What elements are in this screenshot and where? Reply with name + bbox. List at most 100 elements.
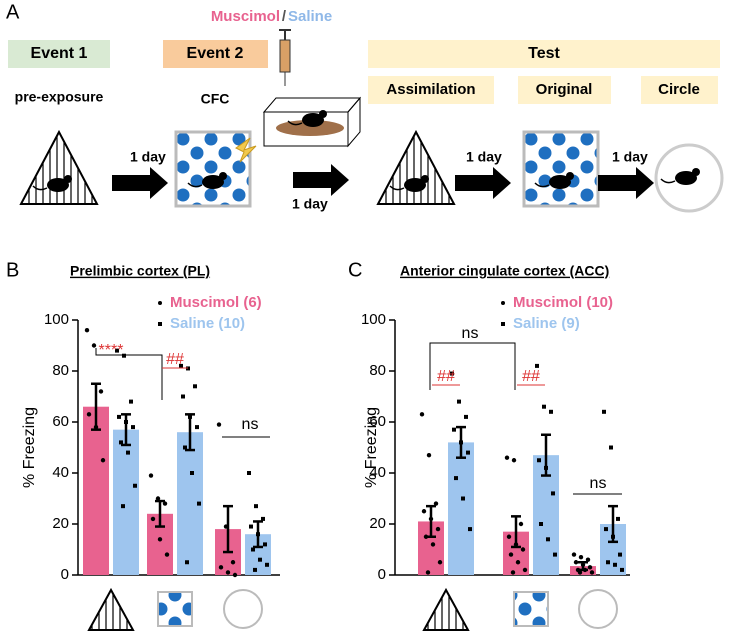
data-point xyxy=(571,552,577,557)
data-point xyxy=(515,560,521,565)
data-point xyxy=(459,440,463,445)
event1-box xyxy=(8,40,110,68)
data-point xyxy=(542,404,546,409)
data-point xyxy=(122,353,126,358)
data-point xyxy=(520,547,526,552)
original: Original xyxy=(536,81,593,98)
circle: Circle xyxy=(658,81,700,98)
data-point xyxy=(423,534,429,539)
y-tick-label: 20 xyxy=(52,515,69,532)
data-point xyxy=(216,422,222,427)
interval: 1 day xyxy=(130,149,166,165)
y-tick-label: 40 xyxy=(369,464,386,481)
data-point xyxy=(611,534,615,539)
data-point xyxy=(426,452,432,458)
data-point xyxy=(508,552,514,557)
panel-label: B xyxy=(6,259,19,281)
data-point xyxy=(585,557,591,562)
data-point xyxy=(518,521,524,527)
data-point xyxy=(539,522,543,526)
data-point xyxy=(197,501,201,506)
data-point xyxy=(421,509,427,514)
legend-marker xyxy=(158,301,162,305)
data-point xyxy=(190,471,194,475)
data-point xyxy=(84,328,90,333)
data-point xyxy=(93,424,99,430)
data-point xyxy=(119,440,123,445)
bracket xyxy=(95,348,163,400)
data-point xyxy=(256,532,260,537)
annotation: ## xyxy=(166,351,184,368)
drug-a: Muscimol xyxy=(211,8,280,25)
data-point xyxy=(183,445,187,450)
legend-marker xyxy=(501,322,505,326)
bar xyxy=(448,442,474,575)
data-point xyxy=(225,570,231,575)
legend-marker xyxy=(501,301,505,305)
data-point xyxy=(546,537,550,542)
icon-circle xyxy=(578,589,618,629)
data-point xyxy=(230,560,236,565)
data-point xyxy=(232,572,238,578)
orig-box xyxy=(518,76,611,104)
data-point xyxy=(606,560,610,565)
data-point xyxy=(100,458,106,463)
data-point xyxy=(419,412,425,417)
panel-label: C xyxy=(348,259,362,281)
annotation: **** xyxy=(99,342,124,359)
data-point xyxy=(164,552,170,557)
data-point xyxy=(185,560,189,565)
data-point xyxy=(620,567,624,572)
data-point xyxy=(251,547,255,552)
y-tick-label: 40 xyxy=(52,464,69,481)
circle-box xyxy=(641,76,718,104)
data-point xyxy=(261,516,265,521)
data-point xyxy=(121,504,125,509)
data-point xyxy=(249,524,253,529)
drug-b: Saline xyxy=(288,8,332,25)
data-point xyxy=(150,516,156,522)
data-point xyxy=(535,363,539,368)
data-point xyxy=(450,371,454,376)
data-point xyxy=(464,414,468,419)
data-point xyxy=(461,496,465,501)
y-axis-label: % Freezing xyxy=(21,407,38,488)
legend-label: Saline (10) xyxy=(170,315,245,332)
data-point xyxy=(582,567,588,573)
data-point xyxy=(179,363,183,368)
data-point xyxy=(115,348,119,353)
data-point xyxy=(218,565,224,570)
data-point xyxy=(247,471,251,475)
charts: B Prelimbic cortex (PL) % Freezing 0 20 40 60 8… xyxy=(6,259,630,631)
y-tick-label: 100 xyxy=(44,311,69,328)
data-point xyxy=(537,458,541,463)
y-tick-label: 80 xyxy=(369,362,386,379)
data-point xyxy=(148,473,154,478)
data-point xyxy=(430,542,436,547)
pre-exposure: pre-exposure xyxy=(15,89,104,105)
data-point xyxy=(86,412,92,417)
data-point xyxy=(549,409,553,414)
data-point xyxy=(435,526,441,532)
y-tick-label: 60 xyxy=(52,413,69,430)
data-point xyxy=(452,427,456,432)
test-box xyxy=(368,40,720,68)
data-point xyxy=(155,496,161,501)
y-tick-label: 80 xyxy=(52,362,69,379)
data-point xyxy=(504,455,510,460)
data-point xyxy=(618,552,622,557)
data-point xyxy=(616,516,620,521)
data-point xyxy=(258,557,262,562)
data-point xyxy=(613,562,617,567)
panel-a: A Event 1 Event 2 Muscimol / Saline Test… xyxy=(6,1,724,213)
data-point xyxy=(133,483,137,488)
interval: 1 day xyxy=(466,149,502,165)
interval: 1 day xyxy=(612,149,648,165)
data-point xyxy=(254,504,258,509)
y-tick-label: 0 xyxy=(378,566,386,583)
data-point xyxy=(425,570,431,575)
data-point xyxy=(544,465,548,470)
data-point xyxy=(553,552,557,557)
annotation: ## xyxy=(437,368,455,385)
